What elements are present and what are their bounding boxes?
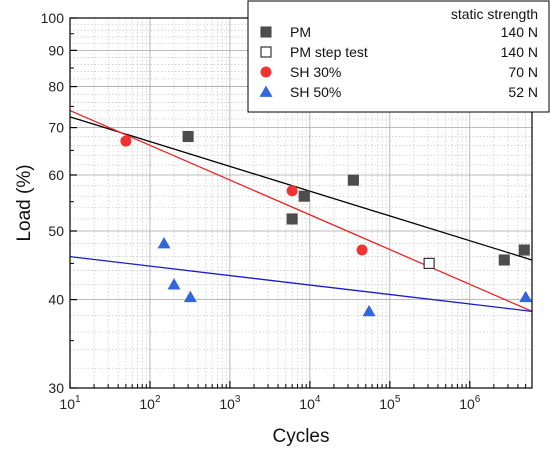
data-point-sh-50 [183, 290, 197, 303]
y-tick-label: 30 [48, 380, 64, 396]
x-tick-label: 105 [379, 394, 401, 412]
y-tick-label: 40 [48, 292, 64, 308]
legend: static strength PM 140 N PM step test 140 N… [247, 0, 550, 113]
data-points [120, 130, 533, 317]
axis-tick-labels: 101 102 103 104 105 106 30 40 50 60 70 80 90 100 [41, 10, 481, 412]
x-tick-label: 106 [459, 394, 481, 412]
data-point-pm [518, 244, 530, 256]
data-point-pm [182, 130, 194, 143]
legend-label-sh-30: SH 30% [290, 64, 341, 80]
y-tick-label: 70 [48, 120, 64, 136]
data-point-pm [286, 213, 298, 225]
data-point-sh-30 [120, 135, 132, 147]
legend-header: static strength [451, 6, 538, 22]
y-axis-label: Load (%) [14, 164, 35, 241]
y-tick-label: 100 [41, 10, 65, 26]
x-axis-label: Cycles [272, 426, 329, 447]
data-point-sh-30 [356, 244, 368, 256]
data-point-pm [298, 190, 310, 202]
fit-line [69, 109, 533, 312]
legend-strength-pm-step-test: 140 N [501, 44, 538, 60]
fit-line [69, 116, 533, 261]
legend-marker-pm [260, 26, 272, 38]
y-tick-label: 60 [48, 167, 64, 183]
data-point-sh-50 [167, 278, 181, 290]
legend-marker-sh-50 [259, 85, 273, 97]
fit-line [69, 255, 533, 312]
data-point-sh-30 [286, 185, 298, 197]
x-tick-label: 101 [59, 394, 81, 412]
y-tick-label: 80 [48, 79, 64, 95]
y-tick-label: 50 [48, 223, 64, 239]
data-point-pm [498, 254, 510, 266]
data-point-sh-50 [362, 304, 376, 317]
x-tick-label: 104 [299, 394, 321, 412]
x-tick-label: 103 [219, 394, 241, 412]
y-tick-label: 90 [48, 42, 64, 58]
data-point-pm [347, 174, 359, 186]
legend-strength-sh-30: 70 N [508, 64, 538, 80]
legend-marker-pm-step-test [260, 46, 272, 58]
axis-ticks [69, 17, 533, 389]
legend-label-pm: PM [290, 24, 311, 40]
legend-label-pm-step-test: PM step test [290, 44, 368, 60]
x-tick-label: 102 [139, 394, 161, 412]
legend-strength-pm: 140 N [501, 24, 538, 40]
data-point-sh-50 [519, 290, 533, 303]
legend-box [247, 0, 550, 113]
data-point-pm-step-test [423, 257, 435, 269]
legend-marker-sh-30 [260, 66, 272, 78]
data-point-sh-50 [157, 237, 171, 249]
fit-lines [69, 109, 533, 312]
legend-label-sh-50: SH 50% [290, 84, 341, 100]
legend-strength-sh-50: 52 N [508, 84, 538, 100]
